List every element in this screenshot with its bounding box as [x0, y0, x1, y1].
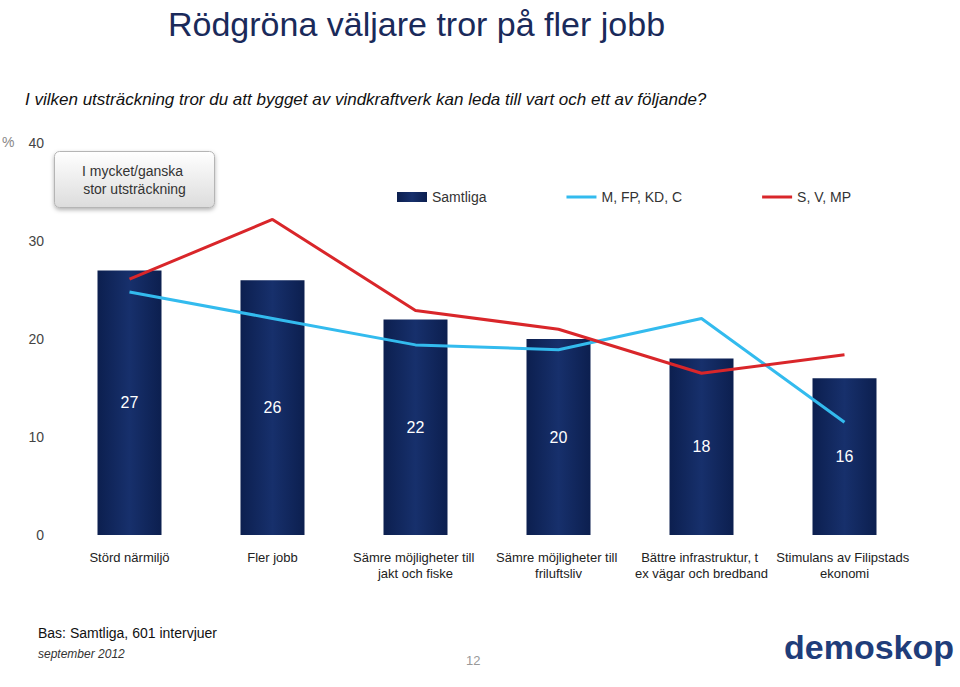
svg-text:september 2012: september 2012: [38, 647, 125, 661]
svg-text:16: 16: [836, 448, 854, 465]
svg-text:ex vägar och bredband: ex vägar och bredband: [635, 566, 768, 581]
svg-text:22: 22: [407, 419, 425, 436]
svg-text:Samtliga: Samtliga: [432, 189, 487, 205]
svg-text:Störd närmiljö: Störd närmiljö: [89, 550, 169, 565]
svg-text:%: %: [2, 134, 14, 150]
svg-text:0: 0: [36, 527, 44, 543]
svg-text:10: 10: [28, 429, 44, 445]
svg-text:Sämre möjligheter till: Sämre möjligheter till: [353, 550, 478, 565]
svg-text:Rödgröna väljare tror på fler: Rödgröna väljare tror på fler jobb: [168, 5, 665, 43]
svg-text:stor utsträckning: stor utsträckning: [83, 181, 186, 197]
svg-text:Bas: Samtliga, 601 intervjuer: Bas: Samtliga, 601 intervjuer: [38, 625, 217, 641]
svg-text:20: 20: [28, 331, 44, 347]
svg-text:26: 26: [264, 399, 282, 416]
svg-text:30: 30: [28, 233, 44, 249]
svg-text:40: 40: [28, 135, 44, 151]
svg-text:18: 18: [693, 438, 711, 455]
svg-text:Bättre infrastruktur, t: Bättre infrastruktur, t: [641, 550, 762, 565]
svg-text:S, V, MP: S, V, MP: [797, 189, 851, 205]
svg-text:27: 27: [121, 394, 139, 411]
svg-text:jakt och fiske: jakt och fiske: [377, 566, 453, 581]
svg-text:Sämre möjligheter till: Sämre möjligheter till: [496, 550, 621, 565]
svg-text:20: 20: [550, 429, 568, 446]
svg-text:Stimulans av Filipstads: Stimulans av Filipstads: [776, 550, 913, 565]
svg-text:12: 12: [466, 653, 480, 668]
svg-text:ekonomi: ekonomi: [820, 566, 869, 581]
svg-text:M, FP, KD, C: M, FP, KD, C: [601, 189, 682, 205]
svg-text:I mycket/ganska: I mycket/ganska: [82, 163, 187, 179]
svg-text:I vilken utsträckning tror du: I vilken utsträckning tror du att bygget…: [25, 90, 707, 109]
svg-text:friluftsliv: friluftsliv: [535, 566, 582, 581]
svg-text:Fler jobb: Fler jobb: [247, 550, 298, 565]
svg-text:demoskop: demoskop: [784, 628, 954, 666]
